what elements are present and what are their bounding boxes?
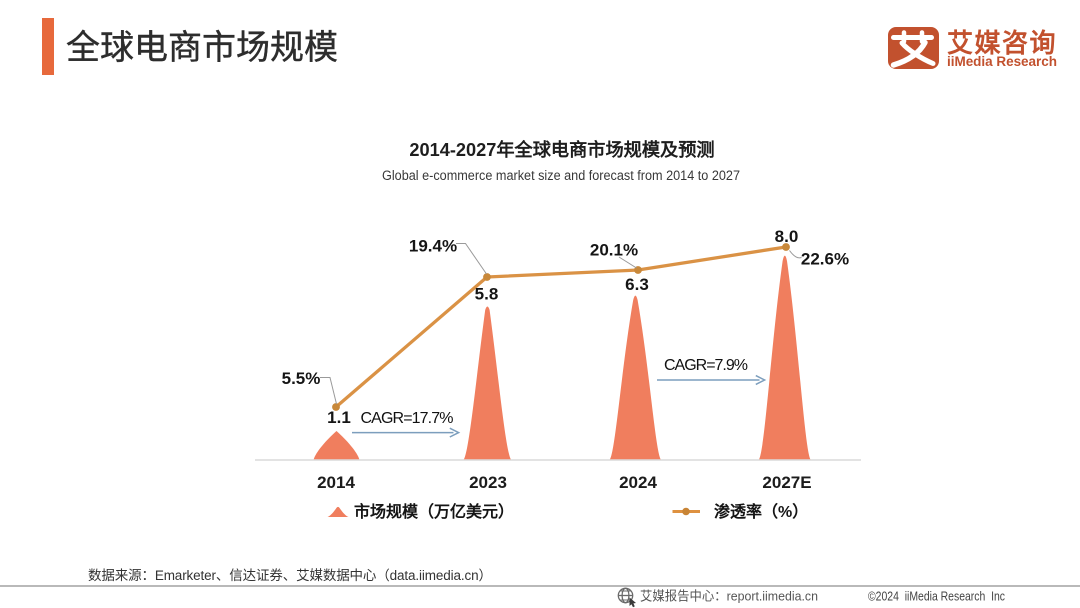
svg-text:渗透率（%）: 渗透率（%） [714,502,808,521]
svg-text:8.0: 8.0 [775,227,799,246]
svg-text:数据来源：Emarketer、信达证券、艾媒数据中心（dat: 数据来源：Emarketer、信达证券、艾媒数据中心（data.iimedia.… [88,568,492,583]
svg-text:市场规模（万亿美元）: 市场规模（万亿美元） [354,502,514,521]
svg-text:2024: 2024 [619,473,657,492]
svg-text:20.1%: 20.1% [590,241,638,260]
svg-text:5.5%: 5.5% [282,369,321,388]
svg-text:©2024 iiMedia Research Inc: ©2024 iiMedia Research Inc [868,590,1005,604]
svg-text:22.6%: 22.6% [801,250,849,269]
svg-text:CAGR=7.9%: CAGR=7.9% [664,357,748,374]
svg-text:1.1: 1.1 [327,408,351,427]
svg-text:2014: 2014 [317,473,355,492]
svg-text:6.3: 6.3 [625,275,649,294]
svg-text:19.4%: 19.4% [409,237,457,256]
svg-text:5.8: 5.8 [475,285,499,304]
svg-text:艾媒报告中心：report.iimedia.cn: 艾媒报告中心：report.iimedia.cn [640,589,818,604]
svg-text:2023: 2023 [469,473,507,492]
svg-text:2027E: 2027E [762,473,811,492]
svg-text:CAGR=17.7%: CAGR=17.7% [361,410,454,427]
svg-text:2014-2027年全球电商市场规模及预测: 2014-2027年全球电商市场规模及预测 [409,139,714,160]
svg-text:iiMedia Research: iiMedia Research [947,54,1057,69]
svg-text:Global e-commerce market size: Global e-commerce market size and foreca… [382,168,740,183]
svg-text:艾媒咨询: 艾媒咨询 [947,28,1057,58]
